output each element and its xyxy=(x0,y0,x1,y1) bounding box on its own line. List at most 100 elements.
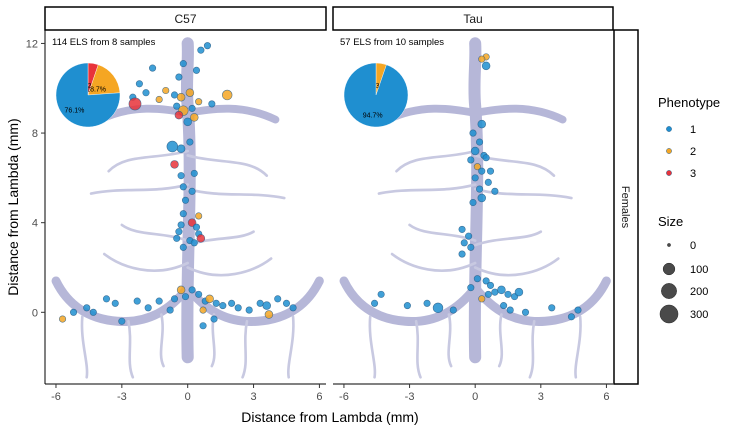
data-point xyxy=(210,315,218,323)
pie-slice-label: 5.3% xyxy=(370,83,386,90)
x-tick-label: -3 xyxy=(405,391,415,403)
data-point xyxy=(155,297,163,305)
x-tick-label: 3 xyxy=(250,391,256,403)
data-point xyxy=(195,98,203,106)
data-point xyxy=(102,295,111,303)
data-point xyxy=(183,117,192,127)
x-axis-title: Distance from Lambda (mm) xyxy=(241,409,418,425)
data-point xyxy=(208,100,216,108)
data-point xyxy=(481,61,491,71)
data-point xyxy=(491,187,499,195)
data-point xyxy=(195,290,203,298)
data-point xyxy=(256,299,264,307)
data-point xyxy=(83,304,91,312)
data-point xyxy=(567,313,575,321)
data-point xyxy=(423,299,431,307)
data-point xyxy=(465,232,473,240)
legend: Phenotype 1 2 3 Size 0 100 200 300 xyxy=(658,95,720,324)
data-point xyxy=(264,310,274,319)
x-tick-label: 0 xyxy=(185,391,191,403)
data-point xyxy=(192,66,201,74)
data-point xyxy=(176,285,186,295)
legend-size-label: 300 xyxy=(690,309,708,321)
legend-phenotype-label: 2 xyxy=(690,146,696,158)
data-point xyxy=(486,167,495,175)
facet-strip-label: Tau xyxy=(463,12,482,26)
pie-slice-label: 5.2% xyxy=(82,83,98,90)
x-tick-label: 0 xyxy=(472,391,478,403)
x-tick-label: 3 xyxy=(538,391,544,403)
data-point xyxy=(470,146,480,156)
data-point xyxy=(181,196,190,204)
data-point xyxy=(144,304,152,312)
data-point xyxy=(500,302,508,310)
pie-chart: 5.3% 94.7% xyxy=(343,62,409,128)
data-point xyxy=(245,306,253,314)
data-point xyxy=(179,60,187,68)
data-point xyxy=(170,295,179,303)
data-point xyxy=(173,234,181,242)
x-tick-label: -6 xyxy=(339,391,349,403)
data-point xyxy=(478,295,486,303)
data-point xyxy=(186,138,194,146)
legend-size-key xyxy=(661,283,677,299)
data-point xyxy=(199,306,207,314)
data-point xyxy=(574,306,582,314)
data-point xyxy=(170,91,179,99)
data-point xyxy=(478,55,486,63)
legend-size-key xyxy=(662,262,676,276)
data-point xyxy=(478,167,486,175)
data-point xyxy=(142,89,150,97)
legend-phenotype-label: 1 xyxy=(690,124,696,136)
data-point xyxy=(476,138,484,146)
data-point xyxy=(212,299,220,307)
legend-size-label: 100 xyxy=(690,264,708,276)
data-point xyxy=(174,110,184,120)
data-point xyxy=(377,290,385,298)
legend-size-title: Size xyxy=(658,214,683,229)
data-point xyxy=(196,234,206,243)
x-tick-label: -6 xyxy=(51,391,61,403)
data-point xyxy=(179,210,187,218)
legend-size-key xyxy=(659,304,679,324)
data-point xyxy=(234,304,242,312)
pie-slice-phenotype-1 xyxy=(343,62,409,128)
legend-phenotype-key xyxy=(666,170,672,176)
legend-size-label: 200 xyxy=(690,286,708,298)
pie-slice-label: 18.7% xyxy=(86,87,106,94)
legend-phenotype-key xyxy=(666,148,672,154)
data-point xyxy=(521,308,530,316)
data-point xyxy=(195,212,203,220)
data-point xyxy=(484,290,492,298)
legend-size-label: 0 xyxy=(690,240,696,252)
data-point xyxy=(173,102,181,110)
data-point xyxy=(188,286,196,294)
data-point xyxy=(477,193,486,203)
data-point xyxy=(197,46,205,54)
data-point xyxy=(476,185,484,193)
data-point xyxy=(219,302,227,310)
data-point xyxy=(432,302,444,314)
legend-phenotype-label: 3 xyxy=(690,168,696,180)
data-point xyxy=(222,89,233,101)
data-point xyxy=(190,239,198,247)
pie-slice-label: 76.1% xyxy=(65,108,85,115)
legend-phenotype-key xyxy=(666,126,672,132)
legend-size-key xyxy=(667,243,671,247)
data-point xyxy=(274,295,282,303)
data-point xyxy=(458,250,466,258)
data-point xyxy=(473,163,481,171)
pie-chart: 5.2%18.7% 76.1% xyxy=(55,62,121,128)
data-point xyxy=(179,243,187,251)
data-point xyxy=(497,285,506,295)
data-point xyxy=(166,306,174,314)
data-point xyxy=(181,293,190,301)
facet-strip-label: C57 xyxy=(174,12,196,26)
data-point xyxy=(59,315,67,323)
data-point xyxy=(176,144,186,153)
data-point xyxy=(403,302,411,310)
data-point xyxy=(471,174,479,182)
data-point xyxy=(111,299,119,307)
panel-tau: Tau -6 -3 0 3 6 57 ELS from 10 samples 5.3% 94.7… xyxy=(332,6,614,403)
data-point xyxy=(118,317,126,325)
